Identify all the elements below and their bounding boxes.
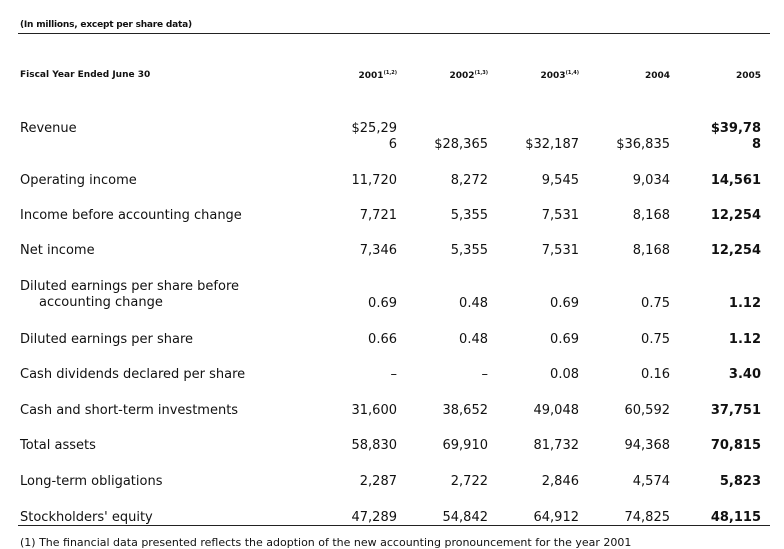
row-label: Stockholders' equity [20, 510, 153, 525]
cell-2002: – [481, 367, 489, 382]
cell-2001: 7,346 [359, 243, 397, 258]
row-label: Net income [20, 243, 95, 258]
cell-2004: $36,835 [616, 137, 670, 152]
cell-2004: 0.16 [641, 367, 670, 382]
cell-2003: 7,531 [541, 208, 579, 223]
cell-2004: 0.75 [641, 332, 670, 347]
cell-2004: 8,168 [632, 243, 670, 258]
cell-2004: 94,368 [624, 438, 671, 453]
cell-2001: 47,289 [351, 510, 398, 525]
row-label: Revenue [20, 121, 77, 136]
cell-2002: 0.48 [459, 296, 488, 311]
header-year-2002: 2002(1,3) [449, 70, 489, 81]
top-rule [18, 33, 770, 34]
cell-2005: 48,115 [710, 510, 761, 525]
cell-2001: 11,720 [351, 173, 398, 188]
cell-2002: 2,722 [450, 474, 488, 489]
cell-2004: 8,168 [632, 208, 670, 223]
cell-2003: $32,187 [525, 137, 579, 152]
cell-2004: 60,592 [624, 403, 671, 418]
row-label: Operating income [20, 173, 137, 188]
row-label: Total assets [20, 438, 96, 453]
cell-2002: 0.48 [459, 332, 488, 347]
cell-2004: 0.75 [641, 296, 670, 311]
cell-2002: 5,355 [450, 243, 488, 258]
table-caption: (In millions, except per share data) [20, 20, 192, 30]
header-year-2003: 2003(1,4) [540, 70, 580, 81]
cell-2003: 49,048 [533, 403, 580, 418]
cell-2005: 12,254 [710, 208, 761, 223]
cell-2001: – [390, 367, 398, 382]
cell-2001: 0.66 [368, 332, 397, 347]
cell-2001: 7,721 [359, 208, 397, 223]
header-year-2004: 2004 [644, 71, 670, 81]
cell-2003: 2,846 [541, 474, 579, 489]
cell-2002: 69,910 [442, 438, 489, 453]
cell-2004: 4,574 [632, 474, 670, 489]
row-label-line1: Diluted earnings per share before [20, 279, 240, 294]
cell-2002: 5,355 [450, 208, 488, 223]
cell-2003: 0.69 [550, 296, 579, 311]
bottom-rule [18, 525, 770, 526]
cell-2003: 9,545 [541, 173, 579, 188]
cell-2005: 1.12 [728, 332, 761, 347]
row-label: Diluted earnings per share [20, 332, 194, 347]
cell-2001: 2,287 [359, 474, 397, 489]
cell-2005: 70,815 [710, 438, 761, 453]
row-label: Income before accounting change [20, 208, 242, 223]
cell-2005: 14,561 [710, 173, 761, 188]
cell-2001: 31,600 [351, 403, 398, 418]
cell-2003: 64,912 [533, 510, 580, 525]
cell-2005: 12,254 [710, 243, 761, 258]
cell-2001: $25,29 6 [351, 121, 398, 152]
cell-2005: 37,751 [710, 403, 761, 418]
cell-2005: $39,78 8 [710, 121, 761, 152]
cell-2001: 0.69 [368, 296, 397, 311]
cell-2001: 58,830 [351, 438, 398, 453]
row-label: Diluted earnings per share before accoun… [20, 279, 330, 311]
header-label: Fiscal Year Ended June 30 [20, 70, 151, 80]
cell-2003: 7,531 [541, 243, 579, 258]
cell-2002: $28,365 [434, 137, 488, 152]
cell-2004: 74,825 [624, 510, 671, 525]
row-label: Long-term obligations [20, 474, 163, 489]
cell-2002: 54,842 [442, 510, 489, 525]
cell-2005: 5,823 [719, 474, 761, 489]
cell-2003: 0.69 [550, 332, 579, 347]
cell-2005: 3.40 [728, 367, 761, 382]
cell-2002: 38,652 [442, 403, 489, 418]
cell-2002: 8,272 [450, 173, 488, 188]
row-label: Cash dividends declared per share [20, 367, 246, 382]
row-label-line2: accounting change [39, 295, 163, 310]
cell-2005: 1.12 [728, 296, 761, 311]
row-label: Cash and short-term investments [20, 403, 239, 418]
header-year-2001: 2001(1,2) [358, 70, 398, 81]
cell-2003: 81,732 [533, 438, 580, 453]
cell-2003: 0.08 [550, 367, 579, 382]
cell-2004: 9,034 [632, 173, 670, 188]
header-year-2005: 2005 [735, 71, 761, 81]
